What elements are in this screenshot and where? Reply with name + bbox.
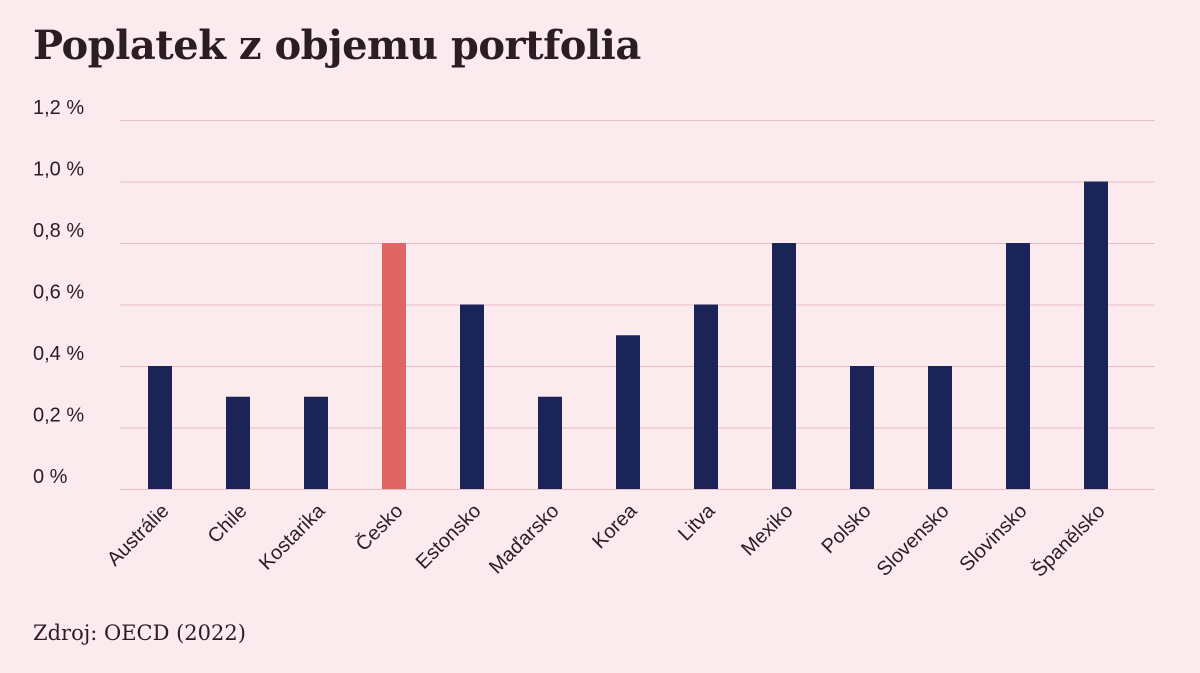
y-tick-label: 0,6 % <box>33 282 84 304</box>
bar <box>1006 243 1030 489</box>
y-tick-label: 0 % <box>33 466 68 488</box>
bar <box>928 366 952 489</box>
x-tick-label: Austrálie <box>103 500 174 571</box>
y-tick-label: 0,4 % <box>33 343 84 365</box>
bar <box>304 396 328 489</box>
x-tick-label: Slovinsko <box>955 500 1031 576</box>
source-note: Zdroj: OECD (2022) <box>33 621 246 645</box>
bar <box>616 335 640 489</box>
x-tick-label: Korea <box>588 499 642 553</box>
bar <box>226 396 250 489</box>
x-tick-label: Chile <box>204 500 252 548</box>
x-tick-label: Maďarsko <box>485 500 563 578</box>
bar <box>850 366 874 489</box>
x-tick-label: Polsko <box>818 500 876 558</box>
x-tick-label: Španělsko <box>1027 499 1109 581</box>
bar <box>148 366 172 489</box>
bar <box>694 304 718 489</box>
x-tick-label: Mexiko <box>737 500 797 560</box>
x-tick-label: Kostarika <box>255 499 330 574</box>
bar <box>460 304 484 489</box>
y-axis-ticks: 0 % 0,2 % 0,4 % 0,6 % 0,8 % 1,0 % 1,2 % <box>33 97 84 488</box>
bar <box>538 396 562 489</box>
x-tick-label: Česko <box>351 499 407 555</box>
bar <box>772 243 796 489</box>
y-tick-label: 0,2 % <box>33 405 84 427</box>
y-tick-label: 1,2 % <box>33 97 84 119</box>
bar <box>382 243 406 489</box>
x-tick-label: Estonsko <box>412 500 486 574</box>
x-tick-label: Litva <box>674 499 720 545</box>
y-tick-label: 0,8 % <box>33 220 84 242</box>
bars <box>148 181 1108 489</box>
y-tick-label: 1,0 % <box>33 159 84 181</box>
bar <box>1084 181 1108 489</box>
x-axis-labels: Austrálie Chile Kostarika Česko Estonsko Maďa… <box>103 499 1110 581</box>
x-tick-label: Slovensko <box>873 500 954 581</box>
chart-title: Poplatek z objemu portfolia <box>33 22 641 69</box>
